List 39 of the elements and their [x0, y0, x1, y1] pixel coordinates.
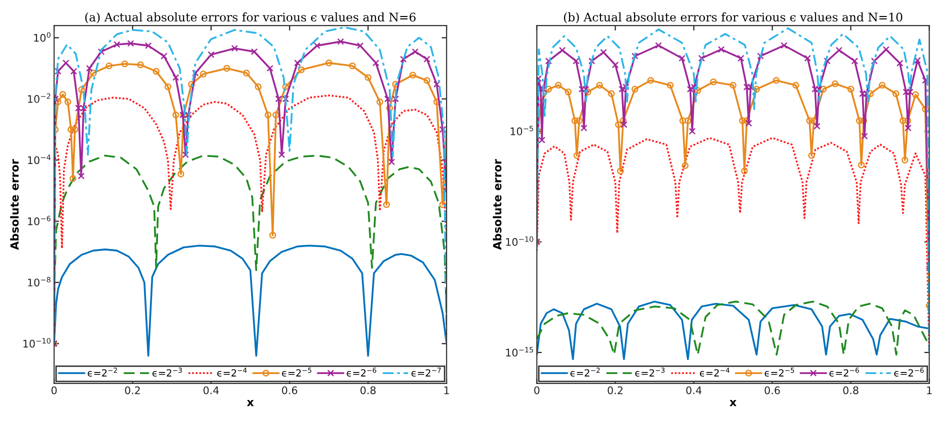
x-tick-label: 0.6	[764, 386, 780, 394]
x-axis-title: x	[730, 400, 736, 406]
y-tick-label: 10$^{−4}$	[28, 154, 51, 164]
chart-title: (a) Actual absolute errors for various ϵ values and N=6	[85, 12, 416, 24]
legend-label: ϵ=2$^{−7}$	[411, 368, 441, 377]
y-axis-title: Absolute error	[492, 159, 502, 250]
legend-label: ϵ=2$^{−4}$	[700, 368, 730, 377]
legend-label: ϵ=2$^{−6}$	[894, 368, 924, 377]
y-tick-label: 10$^{0}$	[34, 32, 51, 42]
x-tick-label: 0.2	[608, 386, 623, 394]
legend-label: ϵ=2$^{−5}$	[764, 368, 794, 377]
y-tick-label: 10$^{−6}$	[28, 216, 50, 226]
y-tick-label: 10$^{−10}$	[506, 236, 534, 246]
x-tick-label: 0.4	[686, 386, 702, 394]
chart-title: (b) Actual absolute errors for various ϵ values and N=10	[564, 12, 902, 24]
legend-label: ϵ=2$^{−5}$	[282, 368, 312, 377]
legend-label: ϵ=2$^{−4}$	[217, 368, 247, 377]
x-tick-label: 0.4	[203, 386, 219, 394]
legend-label: ϵ=2$^{−2}$	[570, 368, 600, 377]
y-tick-label: 10$^{−5}$	[510, 126, 534, 136]
legend-label: ϵ=2$^{−6}$	[346, 368, 376, 377]
y-axis-title: Absolute error	[10, 159, 19, 250]
x-tick-label: 0.6	[282, 386, 298, 394]
x-tick-label: 0	[51, 386, 57, 394]
y-tick-label: 10$^{−10}$	[23, 338, 51, 348]
y-tick-label: 10$^{−2}$	[28, 93, 50, 103]
y-tick-label: 10$^{−8}$	[28, 276, 50, 286]
legend-label: ϵ=2$^{−6}$	[829, 368, 859, 377]
legend-label: ϵ=2$^{−3}$	[152, 368, 182, 377]
x-tick-label: 1	[444, 386, 449, 394]
x-tick-label: 1	[927, 386, 932, 394]
x-tick-label: 0	[534, 386, 540, 394]
y-tick-label: 10$^{−15}$	[506, 347, 534, 357]
x-axis-title: x	[246, 400, 254, 406]
x-tick-label: 0.8	[360, 386, 376, 394]
legend-label: ϵ=2$^{−2}$	[88, 368, 117, 377]
legend-label: ϵ=2$^{−3}$	[635, 368, 665, 377]
x-tick-label: 0.2	[125, 386, 140, 394]
x-tick-label: 0.8	[843, 386, 858, 394]
